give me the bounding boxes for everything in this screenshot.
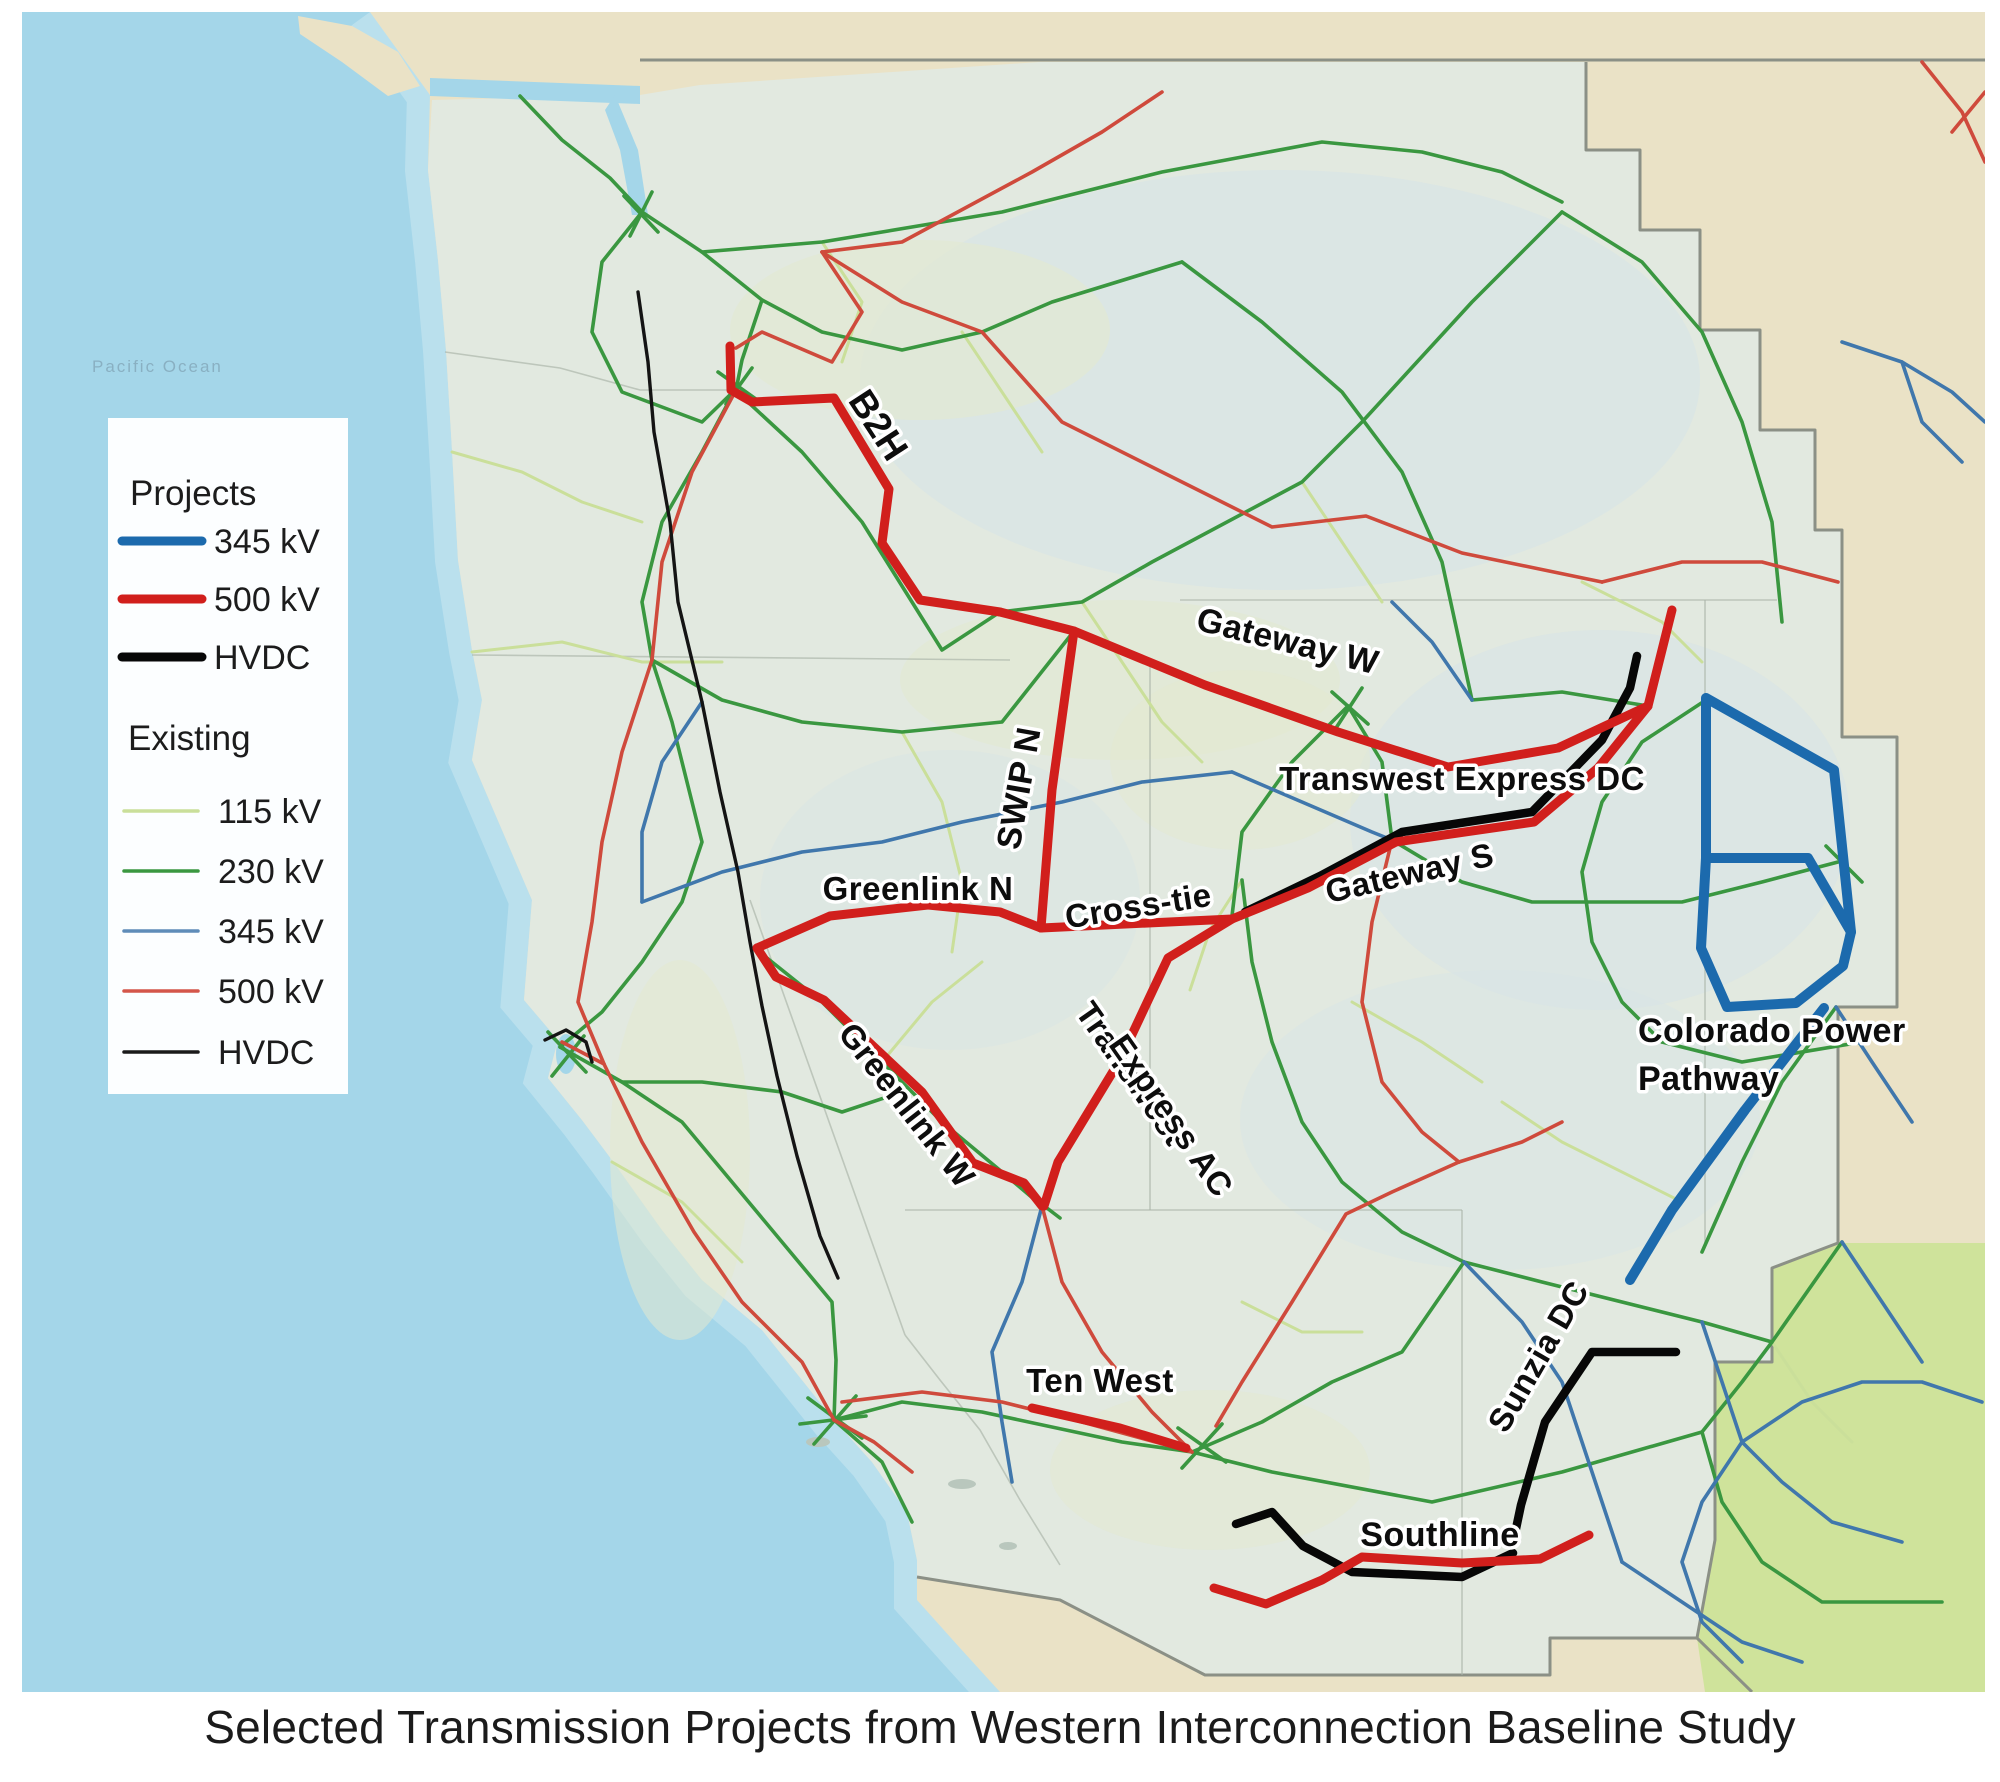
project-line-transwest-express-dc <box>1240 651 1642 917</box>
label-transwest-express-dc: Transwest Express DC <box>1279 760 1645 797</box>
label-greenlink-n: Greenlink N <box>823 870 1014 907</box>
project-line-colorado-power-pathway <box>1701 853 1856 937</box>
strait-water <box>430 78 640 104</box>
legend-label-project-345: 345 kV <box>214 523 320 561</box>
terrain-tint <box>730 240 1110 420</box>
terrain-tint <box>1350 630 1850 1010</box>
project-line-hvdc-phoenix <box>1231 1507 1518 1582</box>
label-colorado-power-pathway: Pathway <box>1638 1060 1779 1098</box>
figure-caption: Selected Transmission Projects from West… <box>204 1701 1796 1753</box>
project-line-gateway-w <box>1643 605 1677 711</box>
project-line-b2h <box>725 341 1005 617</box>
existing-hvdc-lines <box>543 290 840 1280</box>
label-ten-west: Ten West <box>1026 1362 1174 1399</box>
project-line-sunzia-dc <box>1508 1347 1681 1548</box>
legend-label-existing-hvdc: HVDC <box>218 1034 314 1072</box>
terrain-tint <box>1050 1390 1370 1550</box>
terrain-tint <box>1240 970 1760 1270</box>
existing-500-lines <box>560 60 1985 1474</box>
legend-box <box>108 418 348 1094</box>
label-colorado-power-pathway: Colorado Power <box>1638 1012 1906 1050</box>
project-line-greenlink-w <box>752 943 1047 1211</box>
island <box>948 1479 976 1489</box>
project-500-lines <box>725 341 1677 1609</box>
legend-projects-title: Projects <box>130 474 256 513</box>
legend-label-existing-115: 115 kV <box>218 793 322 831</box>
project-line-colorado-power-pathway <box>1696 693 1856 1012</box>
puget-sound <box>605 95 648 215</box>
legend-existing-title: Existing <box>128 719 251 758</box>
legend-label-existing-345: 345 kV <box>218 913 324 951</box>
vancouver-island <box>298 16 420 96</box>
legend-label-project-hvdc: HVDC <box>214 639 310 677</box>
label-southline: Southline <box>1360 1516 1519 1554</box>
project-line-transwest-express-ac <box>1039 914 1237 1211</box>
existing-230-lines <box>518 94 1944 1604</box>
ocean-label: Pacific Ocean <box>92 357 223 376</box>
existing-115-lines <box>450 240 1854 1444</box>
project-line-greenlink-n <box>752 900 1046 953</box>
land-east-green <box>1697 1243 1985 1692</box>
legend-label-project-500: 500 kV <box>214 581 320 619</box>
existing-345-lines <box>640 340 1985 1664</box>
project-hvdc-lines <box>1231 651 1681 1582</box>
legend: Projects 345 kV 500 kV HVDC Existing 115… <box>108 418 348 1094</box>
borders <box>444 58 1985 1692</box>
project-line-colorado-power-pathway <box>1625 1003 1829 1285</box>
project-line-swip-n <box>1036 626 1079 933</box>
island <box>999 1542 1017 1550</box>
legend-label-existing-230: 230 kV <box>218 853 324 891</box>
terrain-tint <box>610 960 750 1340</box>
legend-label-existing-500: 500 kV <box>218 973 324 1011</box>
project-line-ten-west <box>1027 1403 1191 1453</box>
project-line-southline <box>1209 1530 1594 1609</box>
project-345-lines <box>1625 693 1856 1285</box>
